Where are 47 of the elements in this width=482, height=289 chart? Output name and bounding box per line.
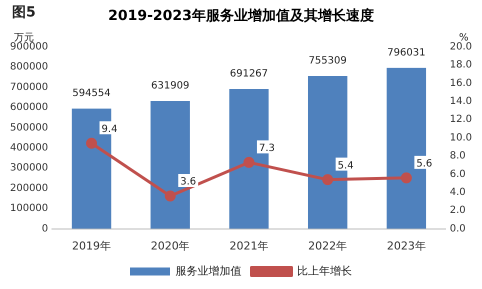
- y2-tick-label: 14.0: [450, 96, 472, 107]
- y-tick-label: 400000: [10, 142, 48, 154]
- data-label: 755309: [308, 56, 347, 67]
- y-tick-label: 0: [42, 223, 48, 234]
- y2-tick-label: 6.0: [450, 168, 466, 180]
- legend-label: 服务业增加值: [176, 264, 242, 278]
- point: [400, 172, 412, 184]
- y2-tick-label: 18.0: [450, 60, 472, 71]
- point: [322, 174, 334, 186]
- x-tick-label: 2022年: [308, 239, 348, 252]
- data-label: 7.3: [258, 142, 275, 154]
- y2-tick-label: 16.0: [450, 78, 472, 89]
- y-tick-label: 500000: [10, 122, 48, 134]
- data-label: 9.4: [102, 124, 118, 135]
- data-label: 631909: [151, 80, 190, 92]
- data-label: 5.6: [416, 158, 432, 170]
- y-tick-label: 100000: [10, 203, 48, 214]
- y2-tick-label: 20.0: [450, 41, 472, 52]
- legend-label: 比上年增长: [297, 264, 352, 278]
- y-axis-title: 万元: [14, 32, 34, 44]
- data-label: 5.4: [338, 160, 354, 172]
- y2-tick-label: 8.0: [450, 150, 466, 162]
- x-tick-label: 2021年: [229, 239, 268, 252]
- y-tick-label: 700000: [10, 82, 48, 93]
- y-tick-label: 300000: [10, 162, 48, 174]
- data-label: 796031: [387, 47, 426, 58]
- point: [86, 138, 98, 149]
- y-tick-label: 900000: [10, 41, 48, 52]
- caption: 图5: [12, 4, 36, 21]
- data-label: 691267: [230, 68, 268, 80]
- y-tick-label: 200000: [10, 182, 48, 194]
- x-tick-label: 2020年: [150, 239, 190, 252]
- data-label: 3.6: [180, 176, 196, 188]
- y2-tick-label: 10.0: [450, 132, 472, 144]
- y2-tick-label: 2.0: [450, 205, 466, 216]
- y-tick-label: 800000: [10, 62, 48, 73]
- x-tick-label: 2023年: [386, 239, 426, 252]
- point: [243, 156, 254, 168]
- x-tick-label: 2019年: [72, 239, 112, 252]
- point: [164, 190, 176, 202]
- y2-axis-title: %: [458, 32, 468, 44]
- y2-tick-label: 0.0: [450, 223, 466, 234]
- data-label: 594554: [72, 88, 111, 100]
- y2-tick-label: 4.0: [450, 186, 466, 198]
- y2-tick-label: 12.0: [450, 114, 472, 126]
- chart-title: 2019-2023年服务业增加值及其增长速度: [108, 7, 374, 24]
- y-tick-label: 600000: [10, 102, 48, 114]
